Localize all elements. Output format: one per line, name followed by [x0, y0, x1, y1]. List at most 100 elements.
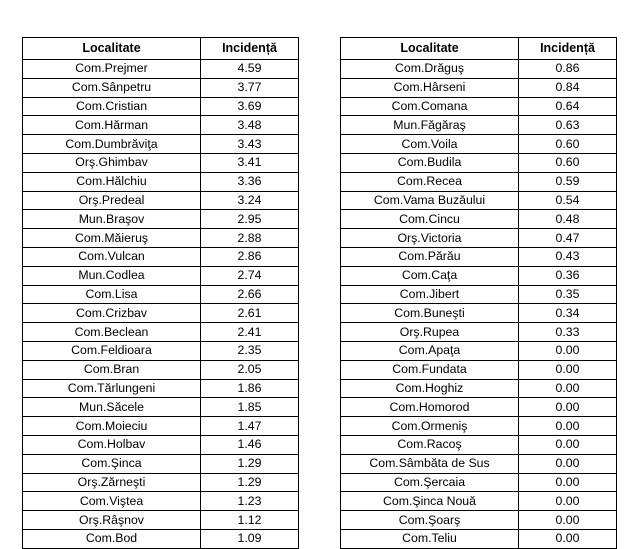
incidence-cell: 2.95 [200, 209, 299, 230]
locality-cell: Com.Tărlungeni [22, 378, 201, 399]
locality-cell: Com.Măieruş [22, 228, 201, 248]
table-row: Com.Vama Buzăului 0.54 [340, 190, 617, 211]
locality-cell: Com.Şercaia [340, 472, 519, 493]
incidence-cell: 2.41 [200, 322, 299, 342]
incidence-cell: 3.48 [200, 115, 299, 136]
incidence-cell: 0.00 [518, 397, 617, 418]
locality-cell: Com.Homorod [340, 397, 519, 418]
incidence-cell: 0.43 [518, 246, 617, 267]
incidence-cell: 4.59 [200, 59, 299, 79]
incidence-cell: 0.00 [518, 528, 617, 549]
table-row: Com.Lisa 2.66 [22, 284, 299, 305]
incidence-cell: 1.85 [200, 397, 299, 418]
locality-cell: Com.Racoş [340, 434, 519, 455]
incidence-cell: 0.84 [518, 77, 617, 98]
locality-cell: Com.Fundata [340, 359, 519, 380]
incidence-cell: 2.86 [200, 246, 299, 267]
table-row: Com.Recea 0.59 [340, 171, 617, 192]
locality-cell: Orş.Râşnov [22, 510, 201, 530]
locality-cell: Com.Moieciu [22, 416, 201, 436]
incidence-cell: 0.86 [518, 59, 617, 79]
table-row: Com.Voila 0.60 [340, 134, 617, 154]
incidence-cell: 0.35 [518, 284, 617, 305]
header-row: Localitate Incidență [340, 37, 617, 60]
incidence-cell: 1.09 [200, 528, 299, 549]
table-row: Orş.Râşnov 1.12 [22, 510, 299, 530]
locality-cell: Com.Vulcan [22, 246, 201, 267]
locality-cell: Com.Ormeniş [340, 416, 519, 436]
table-row: Com.Budila 0.60 [340, 152, 617, 173]
table-row: Com.Şinca 1.29 [22, 453, 299, 474]
locality-cell: Com.Buneşti [340, 303, 519, 324]
incidence-cell: 2.74 [200, 265, 299, 286]
locality-cell: Mun.Săcele [22, 397, 201, 418]
locality-cell: Com.Apaţa [340, 340, 519, 361]
header-locality: Localitate [22, 37, 201, 60]
table-row: Com.Drăguş 0.86 [340, 59, 617, 79]
table-row: Com.Măieruş 2.88 [22, 228, 299, 248]
locality-cell: Com.Recea [340, 171, 519, 192]
locality-cell: Com.Prejmer [22, 59, 201, 79]
incidence-cell: 0.34 [518, 303, 617, 324]
incidence-cell: 0.47 [518, 228, 617, 248]
table-row: Com.Şoarş 0.00 [340, 510, 617, 530]
locality-cell: Com.Şinca Nouă [340, 491, 519, 512]
incidence-cell: 3.36 [200, 171, 299, 192]
table-row: Com.Jibert 0.35 [340, 284, 617, 305]
incidence-cell: 2.61 [200, 303, 299, 324]
incidence-cell: 2.88 [200, 228, 299, 248]
table-row: Com.Apaţa 0.00 [340, 340, 617, 361]
locality-cell: Com.Drăguş [340, 59, 519, 79]
table-row: Com.Prejmer 4.59 [22, 59, 299, 79]
locality-cell: Com.Caţa [340, 265, 519, 286]
table-row: Orş.Rupea 0.33 [340, 322, 617, 342]
table-row: Com.Moieciu 1.47 [22, 416, 299, 436]
table-row: Com.Tărlungeni 1.86 [22, 378, 299, 399]
locality-cell: Com.Hârseni [340, 77, 519, 98]
incidence-cell: 1.46 [200, 434, 299, 455]
table-row: Com.Bran 2.05 [22, 359, 299, 380]
incidence-cell: 0.00 [518, 378, 617, 399]
incidence-cell: 2.05 [200, 359, 299, 380]
locality-cell: Com.Şoarş [340, 510, 519, 530]
locality-cell: Com.Bod [22, 528, 201, 549]
incidence-cell: 0.00 [518, 491, 617, 512]
incidence-cell: 3.69 [200, 96, 299, 117]
locality-cell: Com.Vama Buzăului [340, 190, 519, 211]
table-row: Mun.Codlea 2.74 [22, 265, 299, 286]
table-row: Com.Hârseni 0.84 [340, 77, 617, 98]
incidence-cell: 0.00 [518, 510, 617, 530]
incidence-cell: 1.29 [200, 453, 299, 474]
table-row: Com.Holbav 1.46 [22, 434, 299, 455]
table-row: Com.Teliu 0.00 [340, 528, 617, 549]
locality-cell: Mun.Braşov [22, 209, 201, 230]
table-row: Com.Caţa 0.36 [340, 265, 617, 286]
locality-cell: Orş.Predeal [22, 190, 201, 211]
incidence-cell: 0.00 [518, 434, 617, 455]
locality-cell: Com.Voila [340, 134, 519, 154]
table-row: Com.Hărman 3.48 [22, 115, 299, 136]
table-row: Com.Cristian 3.69 [22, 96, 299, 117]
table-row: Com.Racoş 0.00 [340, 434, 617, 455]
table-row: Orş.Victoria 0.47 [340, 228, 617, 248]
table-row: Orş.Predeal 3.24 [22, 190, 299, 211]
incidence-cell: 2.66 [200, 284, 299, 305]
table-row: Com.Comana 0.64 [340, 96, 617, 117]
incidence-cell: 0.60 [518, 152, 617, 173]
locality-cell: Com.Budila [340, 152, 519, 173]
incidence-cell: 1.86 [200, 378, 299, 399]
incidence-cell: 2.35 [200, 340, 299, 361]
incidence-cell: 0.00 [518, 453, 617, 474]
locality-cell: Com.Cincu [340, 209, 519, 230]
table-row: Com.Feldioara 2.35 [22, 340, 299, 361]
incidence-cell: 3.41 [200, 152, 299, 173]
locality-cell: Com.Lisa [22, 284, 201, 305]
table-row: Com.Fundata 0.00 [340, 359, 617, 380]
incidence-cell: 1.29 [200, 472, 299, 493]
locality-cell: Com.Beclean [22, 322, 201, 342]
locality-cell: Com.Sâmbăta de Sus [340, 453, 519, 474]
locality-cell: Com.Crizbav [22, 303, 201, 324]
header-incidence: Incidență [518, 37, 617, 60]
incidence-cell: 0.59 [518, 171, 617, 192]
locality-cell: Mun.Făgăraş [340, 115, 519, 136]
